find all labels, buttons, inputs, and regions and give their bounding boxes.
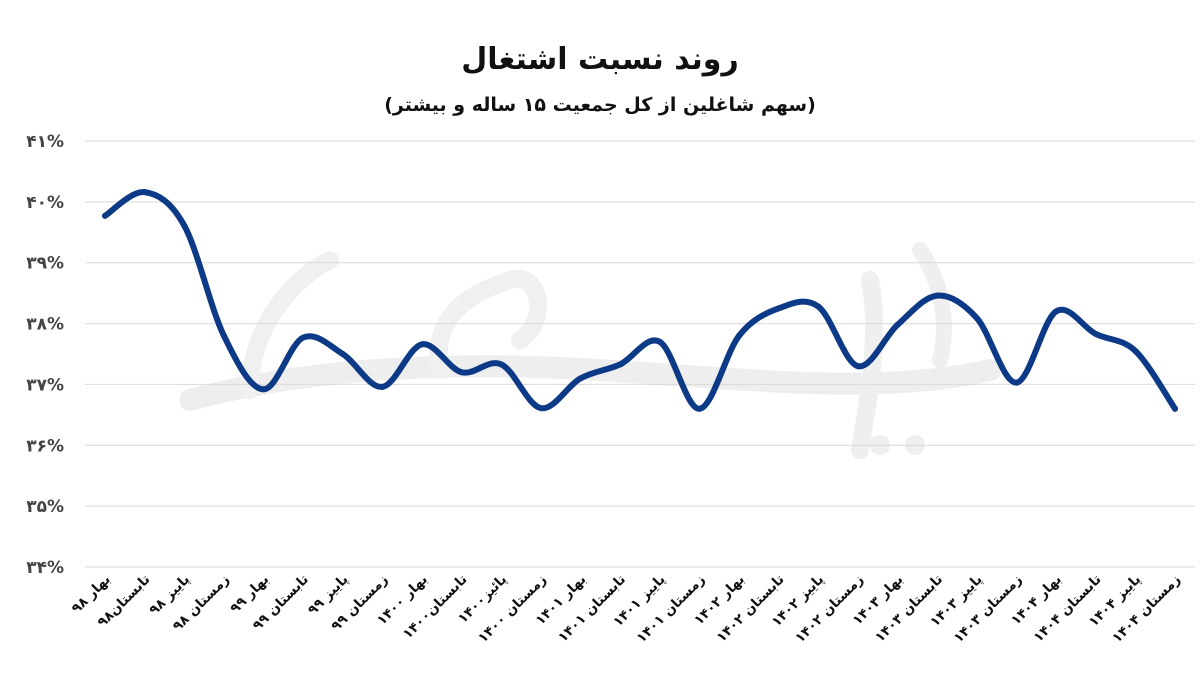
data-point	[1172, 405, 1178, 412]
y-tick-label: ۳۸%	[26, 315, 64, 335]
series-employment-ratio	[102, 189, 1178, 412]
data-point	[260, 386, 267, 393]
data-point	[934, 292, 941, 299]
data-point	[815, 303, 822, 310]
data-point	[1092, 330, 1099, 337]
data-point	[102, 212, 108, 219]
data-point	[1132, 347, 1139, 354]
data-point	[854, 363, 861, 370]
data-point	[894, 321, 901, 328]
data-point	[458, 369, 465, 376]
y-tick-label: ۴۰%	[26, 193, 64, 213]
y-tick-label: ۳۶%	[26, 436, 64, 456]
data-point	[617, 361, 624, 368]
data-point	[1053, 308, 1060, 315]
data-point	[220, 332, 227, 339]
data-point	[1013, 379, 1020, 386]
data-point	[419, 341, 426, 348]
y-tick-label: ۳۴%	[26, 558, 64, 578]
data-point	[379, 383, 386, 390]
data-point	[498, 361, 505, 368]
series-line	[102, 189, 1178, 412]
data-point	[656, 338, 663, 345]
chart-subtitle: (سهم شاغلین از کل جمعیت ۱۵ ساله و بیشتر)	[384, 94, 816, 116]
data-point	[577, 375, 584, 382]
data-point	[181, 222, 188, 229]
gridlines	[85, 140, 1195, 568]
y-tick-label: ۴۱%	[26, 132, 64, 152]
data-point	[973, 315, 980, 322]
data-point	[537, 405, 544, 412]
y-tick-label: ۳۵%	[26, 497, 64, 517]
y-tick-label: ۳۷%	[26, 375, 64, 395]
data-point	[696, 405, 703, 412]
data-point	[300, 334, 307, 341]
data-point	[736, 332, 743, 339]
y-tick-label: ۳۹%	[26, 254, 64, 274]
y-axis-ticks: ۳۴% ۳۵% ۳۶% ۳۷% ۳۸% ۳۹% ۴۰% ۴۱%	[26, 132, 64, 578]
chart-title: روند نسبت اشتغال	[461, 42, 739, 77]
data-point	[141, 189, 148, 196]
data-point	[339, 351, 346, 357]
data-point	[775, 305, 782, 312]
